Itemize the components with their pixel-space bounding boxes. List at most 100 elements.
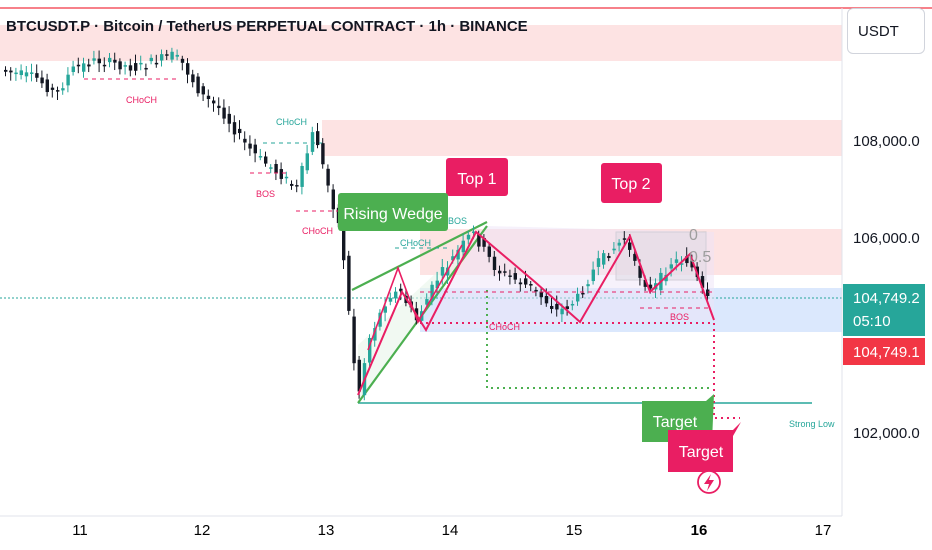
candle-body [456, 249, 460, 260]
candle-body [394, 291, 398, 299]
candle-body [633, 253, 637, 261]
candle-body [232, 122, 237, 135]
inner-zigzag [367, 244, 463, 351]
candle-body [560, 308, 564, 315]
candle-body [248, 143, 252, 149]
candle-body [596, 258, 601, 267]
candle-body [212, 100, 216, 104]
chart-title: BTCUSDT.P · Bitcoin / TetherUS PERPETUAL… [6, 18, 528, 35]
candle-body [186, 63, 190, 75]
candle-body [477, 234, 481, 247]
current-price-value: 104,749.2 [853, 290, 920, 307]
green-projection [486, 290, 712, 389]
candle-body [19, 70, 23, 76]
candle-body [674, 259, 679, 263]
candle-body [123, 65, 127, 67]
candle-body [76, 64, 81, 67]
time-tick-15: 15 [566, 522, 583, 539]
candle-body [284, 176, 289, 179]
candle-body [165, 54, 169, 56]
candle-body [529, 283, 533, 286]
choch-label-1: CHoCH [126, 95, 157, 105]
candle-body [373, 328, 377, 341]
candle-body [357, 359, 361, 392]
candle-body [139, 62, 143, 65]
currency-unit-button[interactable]: USDT [847, 8, 925, 54]
candle-body [430, 284, 434, 301]
secondary-price-tag [843, 338, 925, 365]
candle-body [482, 237, 486, 247]
candle-body [347, 255, 351, 311]
candle-body [264, 156, 268, 164]
candle-body [352, 316, 356, 364]
candle-body [378, 312, 382, 327]
candle-body [170, 51, 174, 60]
candle-body [82, 63, 86, 72]
price-tick-106000: 106,000.0 [853, 230, 920, 247]
candle-body [581, 292, 585, 295]
fib-label-0: 0 [689, 227, 698, 244]
supply-zone-upper [322, 120, 842, 156]
candle-body [498, 270, 502, 274]
countdown-value: 05:10 [853, 313, 891, 330]
candle-body [45, 79, 49, 93]
candle-body [706, 289, 710, 297]
candle-body [602, 253, 606, 265]
bos-label-2: BOS [448, 216, 467, 226]
candle-body [217, 105, 221, 109]
time-tick-14: 14 [442, 522, 459, 539]
candle-body [622, 238, 627, 240]
candle-body [383, 306, 387, 313]
candle-body [71, 66, 75, 73]
candle-body [222, 107, 226, 119]
choch-label-5: CHoCH [489, 322, 520, 332]
bos-label-1: BOS [256, 189, 275, 199]
candle-body [544, 295, 549, 304]
price-tick-108000: 108,000.0 [853, 133, 920, 150]
candle-body [191, 74, 195, 83]
candle-body [149, 57, 153, 62]
candle-body [87, 64, 91, 67]
candle-body [326, 168, 330, 186]
target-pink-box [668, 422, 741, 472]
candle-body [144, 67, 148, 70]
target-green-label: Target [653, 414, 698, 431]
choch-label-4: CHoCH [400, 238, 431, 248]
candle-body [690, 259, 694, 268]
candle-body [238, 128, 242, 134]
current-price-tag [843, 284, 925, 336]
candle-body [399, 288, 403, 292]
candle-body [118, 61, 122, 70]
candle-body [648, 284, 653, 289]
candle-body [14, 72, 18, 75]
candle-body [461, 240, 465, 253]
candle-body [295, 185, 299, 187]
candle-body [243, 138, 247, 143]
time-tick-11: 11 [72, 522, 88, 539]
candle-body [565, 306, 569, 310]
candle-body [513, 273, 517, 280]
candle-body [316, 131, 320, 146]
candle-body [518, 282, 523, 285]
choch-label-3: CHoCH [302, 226, 333, 236]
candle-body [586, 284, 590, 287]
candle-body [201, 86, 205, 95]
candle-body [66, 74, 70, 86]
lightning-bolt-icon [704, 474, 714, 491]
candle-body [451, 256, 455, 261]
candle-body [61, 88, 65, 91]
candle-body [113, 59, 117, 63]
candle-body [508, 275, 512, 277]
candle-body [128, 65, 133, 71]
candle-body [9, 70, 13, 73]
candle-body [279, 169, 283, 179]
candle-body [669, 264, 673, 269]
candle-body [487, 246, 491, 257]
candle-body [612, 248, 616, 251]
top2-label: Top 2 [611, 176, 650, 193]
candle-body [570, 303, 575, 306]
candle-body [40, 77, 44, 84]
candle-body [435, 280, 439, 289]
candle-body [134, 63, 138, 71]
